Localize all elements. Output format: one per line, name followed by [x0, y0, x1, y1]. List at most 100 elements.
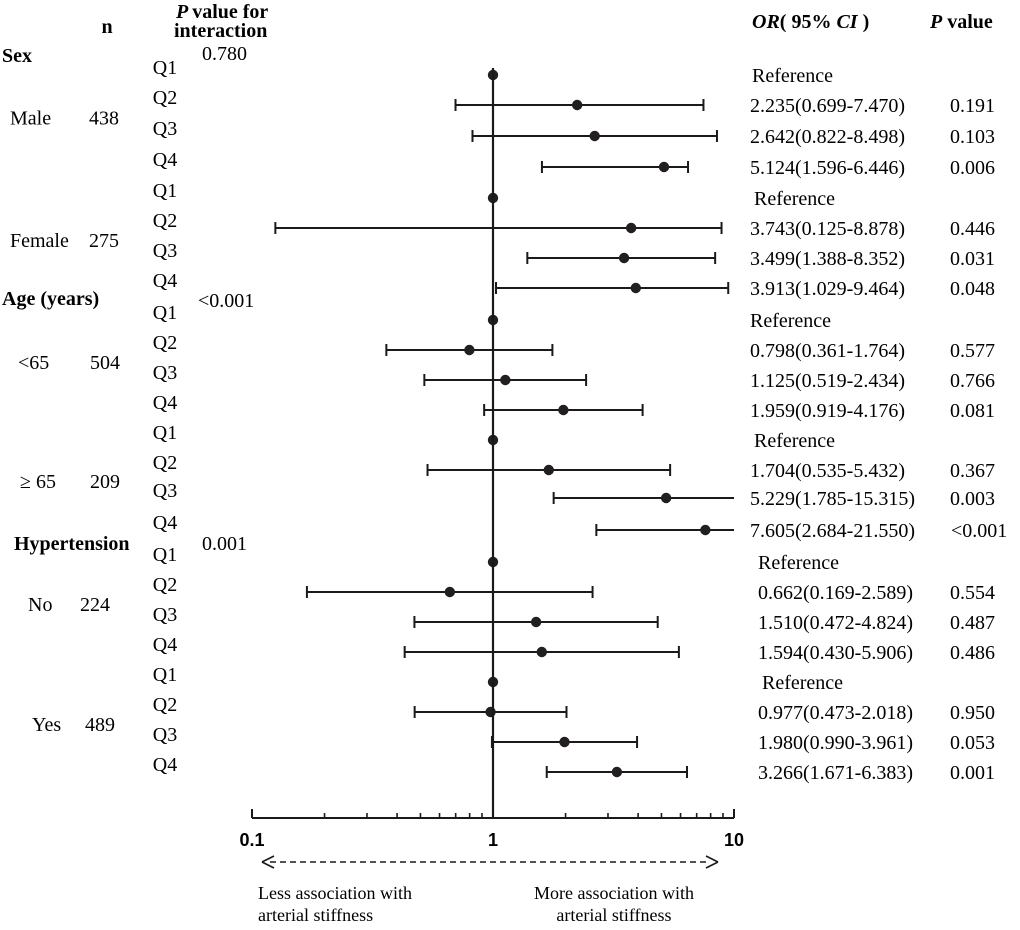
- section-age-years-group-0-label: <65: [18, 352, 49, 374]
- section-hypertension-p-interaction: 0.001: [202, 533, 247, 555]
- section-sex-group-0-q4-or-ci: 5.124(1.596-6.446): [750, 157, 905, 179]
- section-sex-group-0-q4-point: [658, 161, 670, 173]
- header-p-interaction-line2: interaction: [174, 20, 267, 42]
- section-sex-group-0-n: 438: [89, 108, 119, 130]
- section-sex-group-1-q2-point: [625, 222, 637, 234]
- arrow-left-label-line-0: Less association with: [258, 883, 412, 903]
- section-sex-group-0-q3-p-value: 0.103: [950, 126, 995, 148]
- section-sex-group-1-q3-or-ci: 3.499(1.388-8.352): [750, 248, 905, 270]
- section-hypertension-group-0-q3-or-ci: 1.510(0.472-4.824): [758, 612, 913, 634]
- x-tick-label-10: 10: [724, 830, 744, 850]
- section-age-years-group-0-q2-point: [464, 344, 475, 356]
- header-ci-close: ): [858, 11, 870, 33]
- arrow-left-head: [261, 855, 275, 869]
- section-age-years-group-0-q4-point: [558, 404, 569, 416]
- section-sex-group-0-label: Male: [10, 108, 51, 130]
- section-age-years-group-1-q3-point: [660, 492, 672, 504]
- section-sex-group-0-q2-or-ci: 2.235(0.699-7.470): [750, 95, 905, 117]
- header-p-value-label: value: [947, 11, 993, 33]
- section-age-years-group-1-q3-or-ci: 5.229(1.785-15.315): [750, 488, 915, 510]
- section-hypertension-group-0-q3-point: [530, 616, 542, 628]
- header-or: OR: [752, 11, 780, 33]
- section-hypertension-group-0-n: 224: [80, 594, 110, 616]
- section-age-years-group-1-q2-p-value: 0.367: [950, 460, 995, 482]
- section-sex-group-1-q3-quartile: Q3: [153, 240, 177, 262]
- section-age-years-group-0-q2-or-ci: 0.798(0.361-1.764): [750, 340, 905, 362]
- section-sex-group-1-q3-p-value: 0.031: [950, 248, 995, 270]
- section-age-years-group-1-q4-quartile: Q4: [153, 512, 177, 534]
- section-sex-group-1-q2-or-ci: 3.743(0.125-8.878): [750, 218, 905, 240]
- x-tick-label-0.1: 0.1: [239, 830, 264, 850]
- section-hypertension-group-1-q4-quartile: Q4: [153, 754, 177, 776]
- arrow-right-head: [705, 855, 719, 869]
- section-hypertension-group-0-q3-p-value: 0.487: [950, 612, 995, 634]
- section-hypertension-group-0-q4-quartile: Q4: [153, 634, 177, 656]
- section-hypertension-title: Hypertension: [14, 533, 130, 555]
- section-hypertension-group-0-q4-point: [536, 646, 547, 658]
- section-age-years-group-1-q3-quartile: Q3: [153, 480, 177, 502]
- section-age-years-group-1-q2-point: [543, 464, 554, 476]
- section-age-years-group-1-q4-or-ci: 7.605(2.684-21.550): [750, 520, 915, 542]
- section-sex-group-1-label: Female: [10, 230, 69, 252]
- section-age-years-group-0-q3-quartile: Q3: [153, 362, 177, 384]
- section-sex-group-1-q2-quartile: Q2: [153, 210, 177, 232]
- section-age-years-group-0-q2-p-value: 0.577: [950, 340, 995, 362]
- section-hypertension-group-0-q2-point: [444, 586, 456, 598]
- section-age-years-group-1-q2-or-ci: 1.704(0.535-5.432): [750, 460, 905, 482]
- header-or-ci: OR( 95% CI ): [752, 11, 869, 33]
- section-sex-group-0-q3-quartile: Q3: [153, 118, 177, 140]
- section-sex-group-1-q1-quartile: Q1: [153, 180, 177, 202]
- section-hypertension-group-1-q4-point: [611, 766, 623, 778]
- section-hypertension-group-1-n: 489: [85, 714, 115, 736]
- section-age-years-group-0-q4-or-ci: 1.959(0.919-4.176): [750, 400, 905, 422]
- section-age-years-group-1-q3-p-value: 0.003: [950, 488, 995, 510]
- rows-layer: Sex 0.780 Male 438 Q1 Reference Q2 2.235(0.699-…: [2, 43, 1007, 784]
- section-hypertension-group-1-q4-p-value: 0.001: [950, 762, 995, 784]
- arrow-right-label-line-0: More association with: [534, 883, 694, 903]
- arrow-right-label-line-1: arterial stiffness: [556, 905, 671, 925]
- section-hypertension-group-0-q1-quartile: Q1: [153, 544, 177, 566]
- section-hypertension-group-1-label: Yes: [32, 714, 61, 736]
- section-age-years-group-1-q1-or-ci: Reference: [754, 430, 835, 452]
- header-ci: CI: [836, 11, 858, 33]
- section-age-years-group-1-label: ≥ 65: [20, 471, 56, 493]
- section-sex-group-0-q4-p-value: 0.006: [950, 157, 995, 179]
- header-ci-open: ( 95%: [780, 11, 837, 33]
- section-sex-group-1-n: 275: [89, 230, 119, 252]
- section-hypertension-group-1-q4-or-ci: 3.266(1.671-6.383): [758, 762, 913, 784]
- section-hypertension-group-0-label: No: [28, 594, 52, 616]
- header-p-value-p: P: [929, 11, 943, 33]
- section-age-years-group-0-n: 504: [90, 352, 120, 374]
- section-age-years-p-interaction: <0.001: [198, 290, 254, 312]
- section-hypertension-group-0-q2-or-ci: 0.662(0.169-2.589): [758, 582, 913, 604]
- section-hypertension-group-1-q2-quartile: Q2: [153, 694, 177, 716]
- section-sex-group-0-q1-or-ci: Reference: [752, 65, 833, 87]
- section-sex-group-0-q3-point: [589, 130, 600, 142]
- header-n: n: [101, 16, 112, 38]
- section-age-years-group-1-q4-p-value: <0.001: [951, 520, 1007, 542]
- arrow-left-label-line-1: arterial stiffness: [258, 905, 373, 925]
- section-age-years-group-0-q1-quartile: Q1: [153, 302, 177, 324]
- section-hypertension-group-0-q2-quartile: Q2: [153, 574, 177, 596]
- section-sex-group-1-q3-point: [618, 252, 630, 264]
- section-sex-title: Sex: [2, 45, 32, 67]
- section-hypertension-group-0-q1-or-ci: Reference: [758, 552, 839, 574]
- section-sex-group-0-q2-p-value: 0.191: [950, 95, 995, 117]
- x-tick-label-1: 1: [488, 830, 498, 850]
- header-p-italic: P: [175, 1, 189, 23]
- section-age-years-group-1-q4-point: [700, 524, 711, 536]
- section-sex-group-0-q1-quartile: Q1: [153, 57, 177, 79]
- section-age-years-group-0-q4-quartile: Q4: [153, 392, 177, 414]
- section-age-years-group-0-q3-p-value: 0.766: [950, 370, 995, 392]
- section-hypertension-group-1-q1-or-ci: Reference: [762, 672, 843, 694]
- section-hypertension-group-0-q2-p-value: 0.554: [950, 582, 995, 604]
- section-age-years-group-0-q1-or-ci: Reference: [750, 310, 831, 332]
- section-sex-group-1-q1-or-ci: Reference: [754, 188, 835, 210]
- section-sex-group-0-q2-point: [571, 99, 583, 111]
- section-hypertension-group-0-q4-p-value: 0.486: [950, 642, 995, 664]
- section-hypertension-group-0-q3-quartile: Q3: [153, 604, 177, 626]
- section-age-years-group-0-q3-point: [500, 374, 511, 386]
